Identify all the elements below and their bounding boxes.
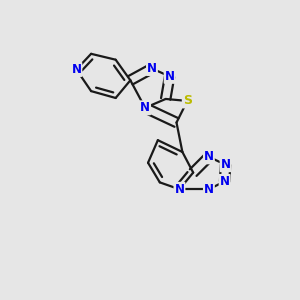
- Text: N: N: [174, 183, 184, 196]
- Text: N: N: [165, 70, 175, 83]
- Text: N: N: [147, 62, 157, 75]
- Text: N: N: [204, 183, 214, 196]
- Text: N: N: [220, 175, 230, 188]
- Text: S: S: [183, 94, 192, 107]
- Text: N: N: [204, 150, 214, 164]
- Text: N: N: [140, 101, 150, 114]
- Text: N: N: [220, 158, 231, 171]
- Text: N: N: [71, 63, 81, 76]
